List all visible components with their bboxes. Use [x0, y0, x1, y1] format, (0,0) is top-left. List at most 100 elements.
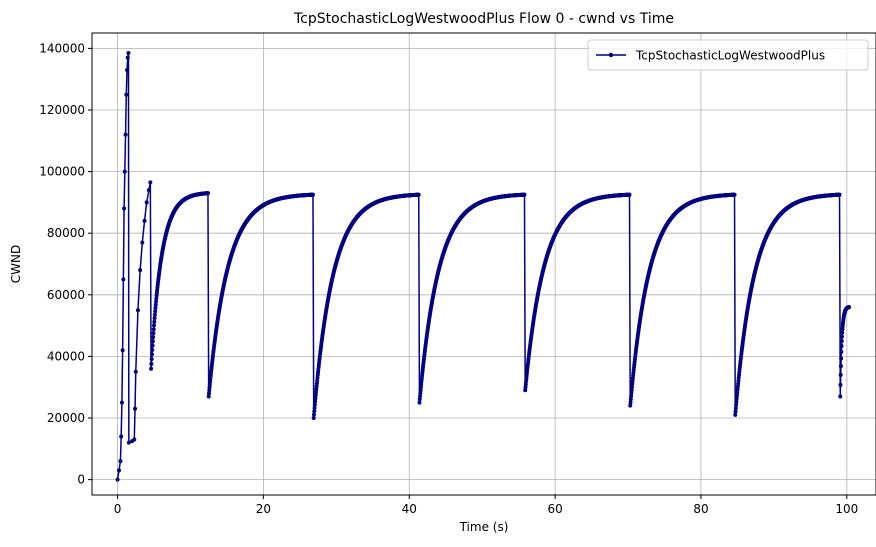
y-tick-label: 80000: [47, 226, 85, 240]
plot-area: [115, 51, 852, 482]
data-point: [733, 406, 738, 411]
legend-entry: TcpStochasticLogWestwoodPlus: [635, 49, 825, 63]
x-tick-label: 20: [256, 502, 271, 516]
data-point: [314, 384, 319, 389]
data-point: [153, 305, 158, 310]
data-point: [125, 55, 130, 60]
data-point: [152, 316, 157, 321]
data-point: [522, 192, 527, 197]
data-point: [312, 412, 316, 417]
data-point: [206, 391, 211, 396]
y-tick-label: 60000: [47, 288, 85, 302]
x-tick-label: 80: [693, 502, 708, 516]
data-point: [151, 331, 156, 336]
data-point: [116, 468, 121, 473]
data-point: [417, 397, 422, 402]
data-point: [312, 402, 317, 407]
series-markers: [115, 51, 852, 482]
data-point: [154, 296, 159, 301]
y-axis-label: CWND: [9, 245, 23, 283]
data-point: [122, 169, 127, 174]
data-point: [418, 394, 423, 399]
data-point: [142, 218, 147, 223]
data-point: [150, 339, 155, 344]
y-tick-label: 0: [77, 473, 85, 487]
data-point: [417, 400, 422, 405]
data-point: [735, 393, 739, 398]
data-point: [153, 309, 158, 314]
y-tick-label: 40000: [47, 349, 85, 363]
data-point: [207, 382, 212, 387]
data-point: [313, 399, 318, 404]
data-point: [123, 132, 128, 137]
data-point: [840, 334, 845, 339]
data-point: [313, 396, 318, 401]
data-point: [132, 437, 137, 442]
data-point: [207, 385, 212, 390]
data-point: [418, 385, 423, 390]
data-point: [138, 268, 143, 273]
data-point: [839, 356, 844, 361]
data-point: [837, 192, 842, 197]
data-point: [627, 192, 632, 197]
data-point: [838, 372, 843, 377]
data-point: [151, 335, 156, 340]
data-point: [150, 347, 155, 352]
data-point: [733, 409, 738, 414]
data-point: [733, 412, 738, 417]
data-point: [133, 369, 138, 374]
data-point: [418, 388, 423, 393]
data-point: [152, 319, 157, 324]
data-point: [119, 400, 124, 405]
data-point: [628, 403, 633, 408]
data-point: [847, 305, 852, 310]
data-point: [313, 393, 318, 398]
data-point: [629, 387, 634, 392]
data-point: [151, 323, 156, 328]
data-point: [838, 382, 843, 387]
legend-box: [587, 39, 869, 71]
data-point: [838, 364, 843, 369]
x-axis-label: Time (s): [459, 520, 509, 534]
data-point: [207, 388, 212, 393]
data-point: [734, 402, 739, 407]
data-point: [205, 191, 210, 196]
data-point: [206, 394, 211, 399]
data-point: [628, 400, 633, 405]
data-point: [149, 352, 154, 357]
x-axis: 0 20 40 60 80 100: [114, 495, 858, 516]
data-point: [118, 459, 123, 464]
data-point: [115, 477, 120, 482]
grid-lines: [92, 33, 876, 495]
data-point: [314, 387, 319, 392]
data-point: [416, 192, 421, 197]
data-point: [144, 200, 149, 205]
data-point: [630, 382, 635, 387]
data-point: [732, 192, 737, 197]
data-point: [310, 192, 315, 197]
data-point: [629, 394, 634, 399]
data-point: [629, 384, 634, 389]
x-tick-label: 60: [547, 502, 562, 516]
data-point: [628, 397, 633, 402]
data-point: [630, 379, 635, 384]
data-point: [839, 349, 844, 354]
data-point: [314, 381, 319, 386]
data-point: [629, 391, 634, 396]
data-point: [133, 406, 138, 411]
legend-swatch-marker: [608, 52, 614, 58]
data-point: [119, 434, 124, 439]
data-point: [840, 330, 845, 335]
y-axis: 0 20000 40000 60000 80000 100000 120000 140000: [39, 41, 92, 487]
data-point: [146, 188, 151, 193]
data-point: [735, 384, 740, 389]
data-point: [735, 390, 740, 395]
data-point: [149, 357, 154, 362]
data-point: [154, 299, 159, 304]
axes-frame: [91, 32, 876, 496]
data-point: [135, 308, 140, 313]
data-point: [312, 409, 317, 414]
data-point: [153, 302, 158, 307]
data-point: [149, 366, 154, 371]
